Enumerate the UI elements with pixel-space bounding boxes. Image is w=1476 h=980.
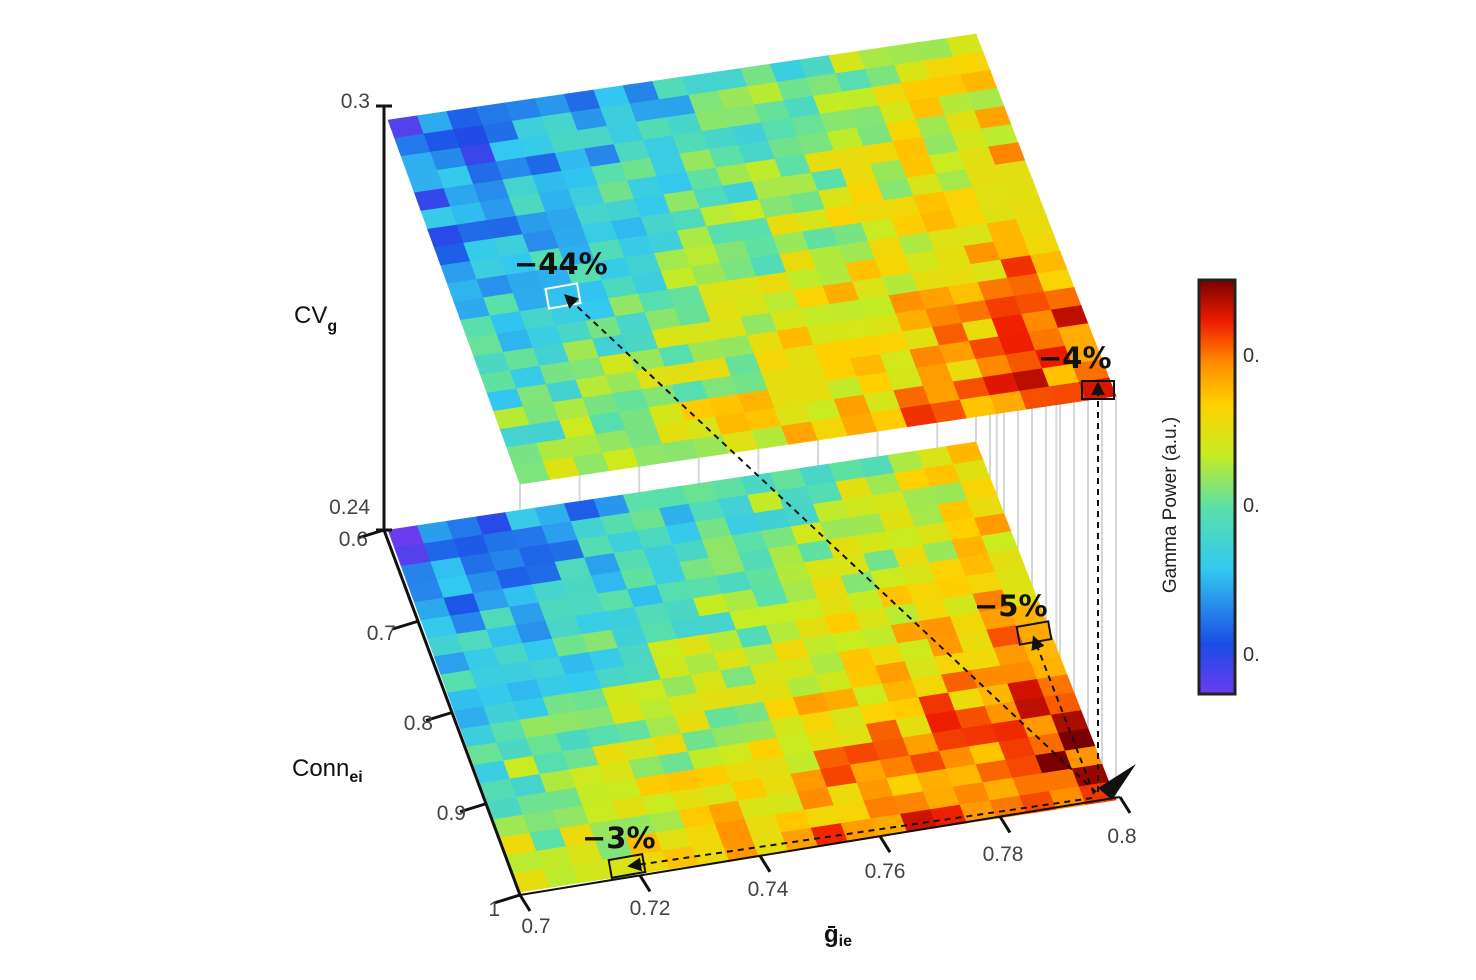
arrow-to-minus-3: [627, 797, 1093, 872]
x-tick-label: 0.76: [865, 860, 906, 883]
z-axis-title-sub: g: [327, 318, 337, 335]
annotation-label: −3%: [582, 821, 656, 855]
x-tick-label: 0.74: [748, 878, 789, 901]
x-axis-ticks: [518, 796, 1132, 912]
x-tick-mark: [878, 835, 892, 853]
x-tick-label: 0.7: [521, 915, 550, 938]
y-axis-title-main: Conn: [292, 755, 349, 782]
y-tick-label: 0.6: [339, 528, 368, 551]
y-tick-mark: [459, 802, 487, 814]
y-tick-label: 0.8: [404, 712, 433, 735]
y-tick-mark: [391, 619, 419, 631]
annotation-box-top-right: [1081, 380, 1115, 400]
x-axis-title: ḡie: [824, 921, 852, 950]
view-pointer-triangle: [1098, 764, 1136, 800]
x-tick-label: 0.8: [1107, 825, 1136, 848]
colorbar-tick-label: 0.: [1243, 495, 1260, 517]
z-tick-label-top: 0.3: [341, 90, 370, 113]
x-axis-title-sub: ie: [839, 933, 852, 950]
x-tick-label: 0.78: [983, 843, 1024, 866]
y-tick-mark: [357, 528, 385, 540]
x-axis-title-main: ḡ: [824, 921, 839, 948]
y-axis-title-sub: ei: [349, 769, 362, 786]
colorbar-tick-label: 0.: [1243, 644, 1260, 666]
x-tick-mark: [518, 894, 532, 912]
z-axis-title: CVg: [294, 302, 337, 335]
arrow-to-minus-5: [1031, 635, 1095, 795]
y-tick-label: 0.7: [367, 622, 396, 645]
x-tick-mark: [758, 855, 772, 873]
y-axis-title: Connei: [292, 755, 363, 786]
y-tick-label: 0.9: [437, 802, 466, 825]
top-heatmap-layer: [387, 33, 1117, 485]
y-tick-mark: [493, 893, 521, 905]
annotation-label: −5%: [974, 589, 1048, 623]
y-tick-label: 1: [488, 898, 500, 921]
colorbar-tick-label: 0.: [1243, 345, 1260, 367]
z-axis-title-main: CV: [294, 302, 327, 329]
y-tick-mark: [425, 711, 453, 722]
x-tick-mark: [998, 815, 1012, 834]
x-axis-line: [519, 796, 1121, 896]
colorbar: [1197, 278, 1237, 696]
x-tick-mark: [638, 874, 652, 893]
annotation-label: −44%: [514, 247, 608, 281]
colorbar-label: Gamma Power (a.u.): [1160, 417, 1181, 593]
bottom-heatmap-layer: [387, 441, 1117, 893]
x-tick-mark: [1118, 796, 1132, 814]
annotation-label: −4%: [1038, 341, 1112, 375]
x-tick-label: 0.72: [630, 897, 671, 920]
y-axis-ticks: [357, 528, 521, 905]
z-tick-label-bottom: 0.24: [329, 496, 370, 519]
